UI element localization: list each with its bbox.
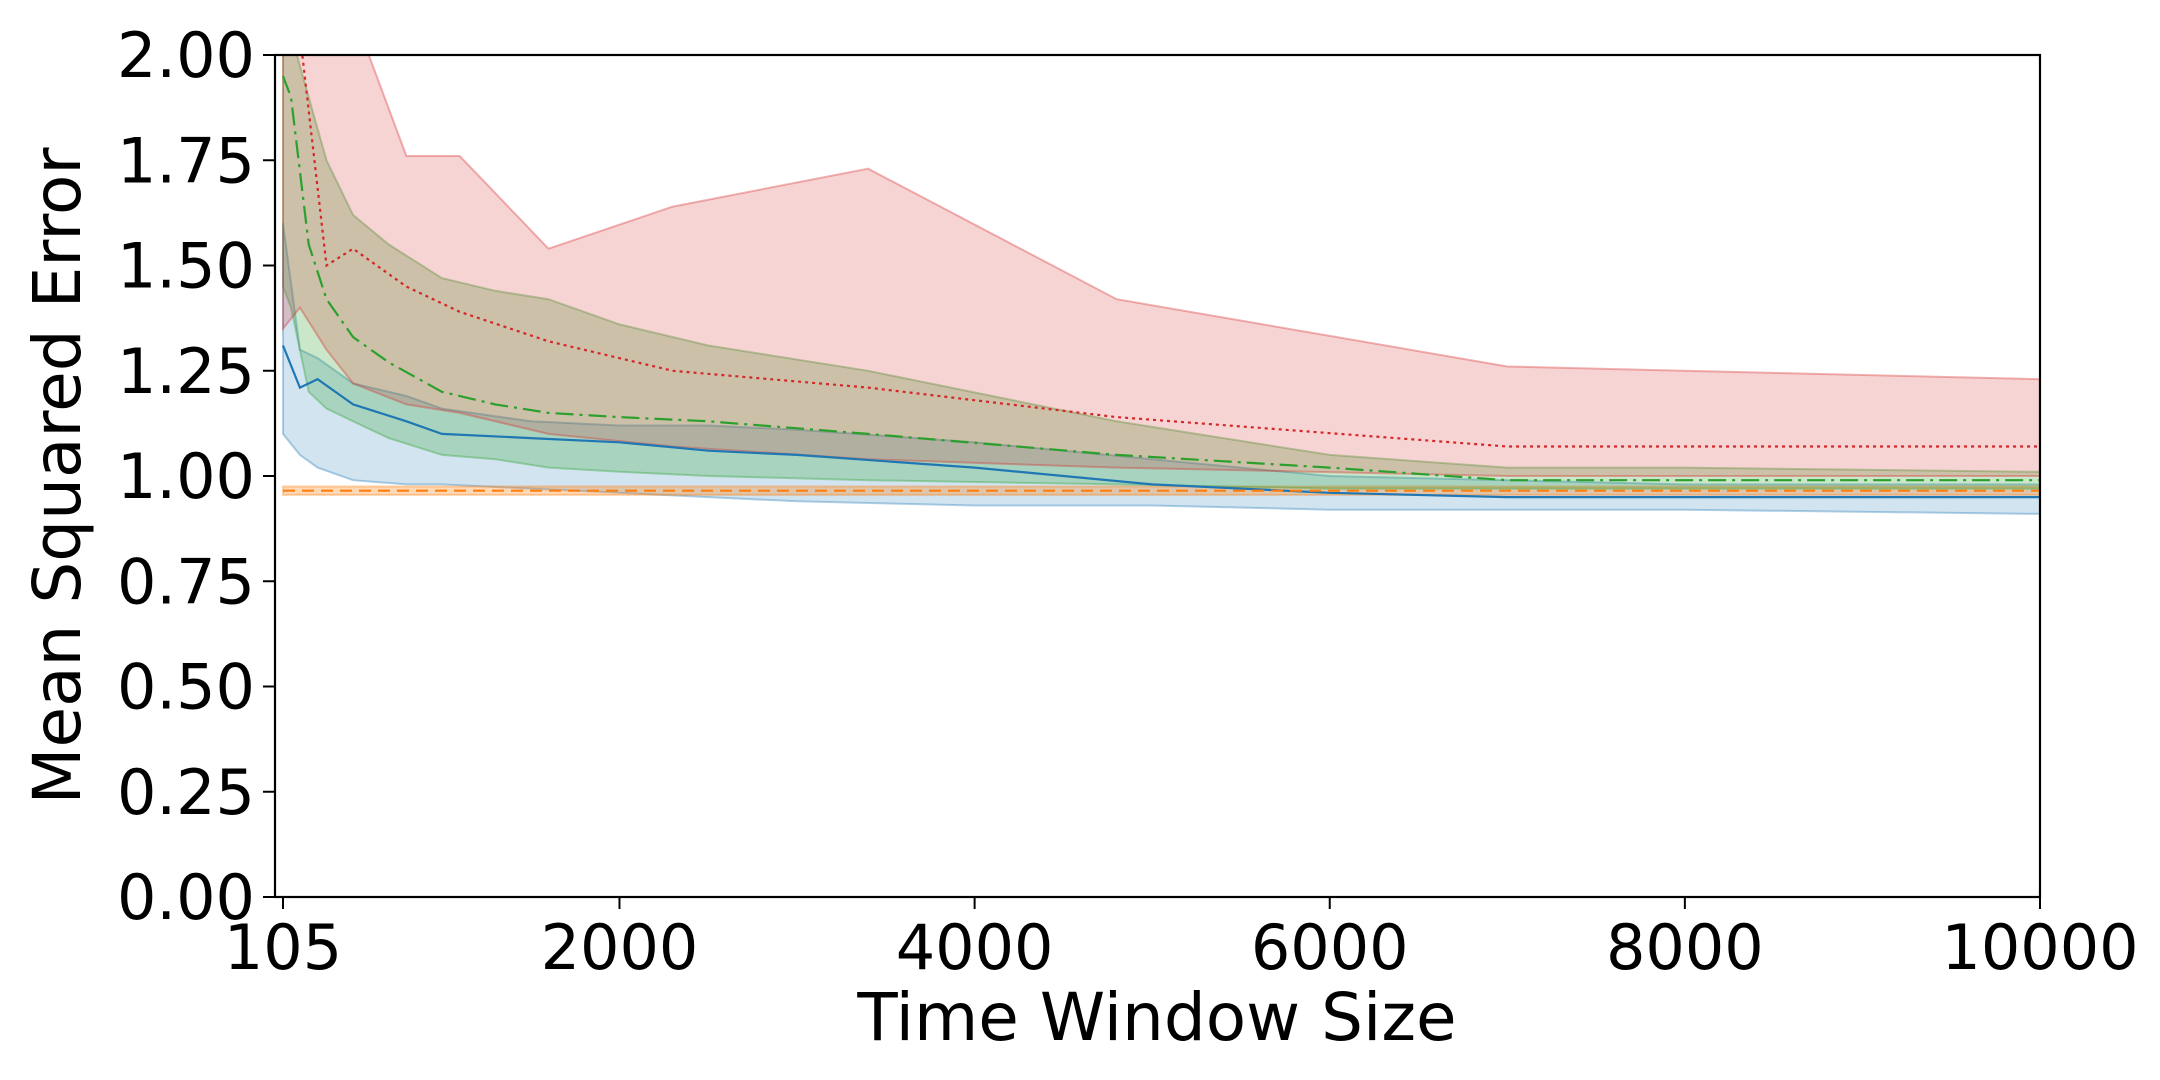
- band-series-3: [282, 55, 2040, 490]
- y-tick-label: 0.50: [117, 651, 255, 724]
- y-axis-title: Mean Squared Error: [19, 147, 96, 805]
- line-series-1: [281, 345, 2040, 499]
- y-tick-label: 0.25: [117, 756, 255, 829]
- x-tick-label: 2000: [541, 911, 699, 984]
- y-tick-label: 2.00: [117, 19, 255, 92]
- line-series-4: [301, 55, 2040, 448]
- series-lines: [281, 55, 2040, 499]
- line-series-3: [281, 75, 2040, 482]
- y-tick-label: 1.75: [117, 124, 255, 197]
- y-tick-label: 1.50: [117, 230, 255, 303]
- x-tick-label: 6000: [1251, 911, 1409, 984]
- band-series-4: [282, 55, 2040, 477]
- y-tick-label: 0.00: [117, 861, 255, 934]
- x-tick-label: 4000: [896, 911, 1054, 984]
- y-axis: 0.00 0.25 0.50 0.75 1.00 1.25 1.50 1.75 2.00: [117, 19, 275, 934]
- x-tick-label: 105: [224, 911, 342, 984]
- confidence-bands: [282, 55, 2040, 515]
- y-tick-label: 1.25: [117, 335, 255, 408]
- x-tick-label: 10000: [1941, 911, 2138, 984]
- band-series-1: [282, 223, 2040, 515]
- y-tick-label: 1.00: [117, 440, 255, 513]
- x-axis-title: Time Window Size: [856, 979, 1456, 1056]
- y-tick-label: 0.75: [117, 545, 255, 618]
- x-axis: 105 2000 4000 6000 8000 10000: [224, 897, 2139, 984]
- x-tick-label: 8000: [1606, 911, 1764, 984]
